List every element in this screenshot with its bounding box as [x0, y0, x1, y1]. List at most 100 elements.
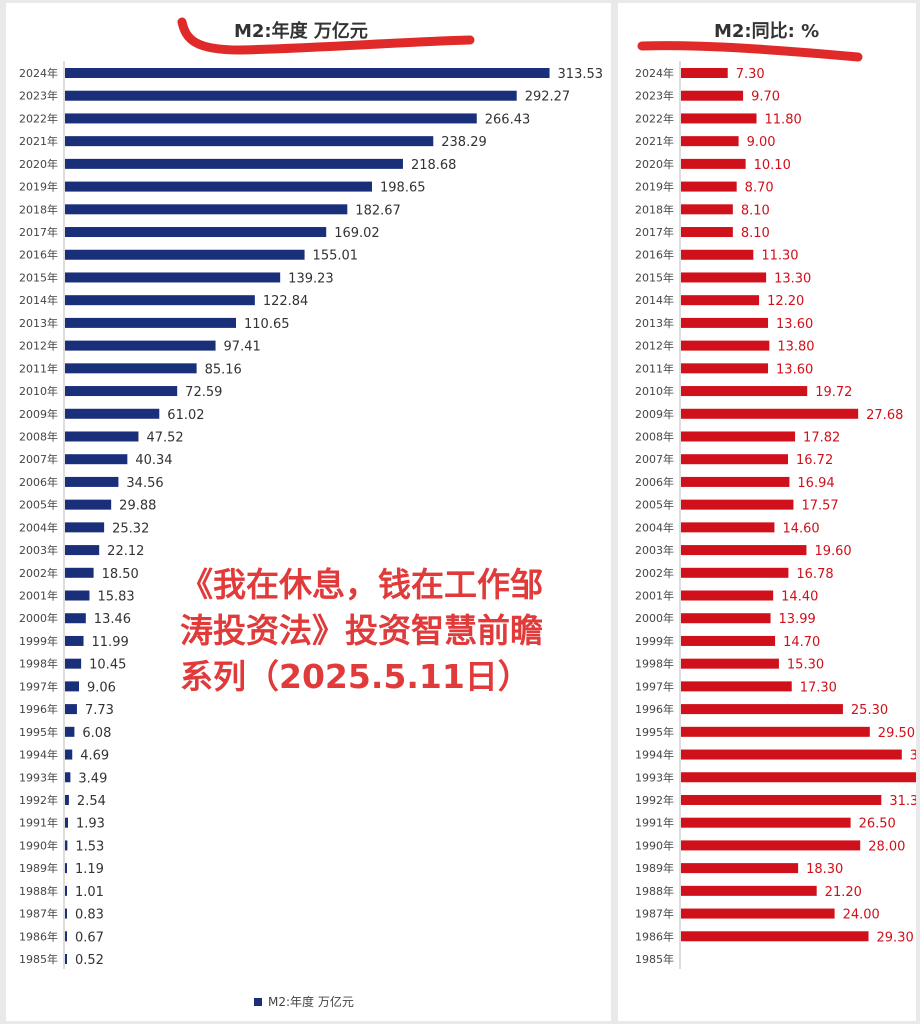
- data-label: 182.67: [355, 203, 401, 218]
- y-tick-label: 1994年: [635, 748, 674, 762]
- y-tick-label: 2005年: [19, 498, 58, 512]
- bar: [681, 113, 757, 124]
- y-tick-label: 1997年: [19, 679, 58, 693]
- bar: [65, 227, 327, 238]
- bar: [681, 635, 776, 646]
- y-tick-label: 2016年: [19, 248, 58, 262]
- bar: [681, 181, 737, 192]
- data-label: 16.72: [796, 453, 833, 468]
- overlay-line-1: 《我在休息，钱在工作邹: [180, 565, 543, 604]
- bar: [681, 749, 902, 760]
- data-label: 16.78: [796, 567, 833, 582]
- legend-label: M2:年度 万亿元: [268, 995, 354, 1009]
- bar: [65, 363, 197, 374]
- data-label: 31.30: [889, 794, 916, 809]
- data-label: 10.10: [754, 158, 791, 173]
- bar: [681, 908, 835, 919]
- bar: [65, 272, 281, 283]
- bar: [65, 613, 86, 624]
- y-tick-label: 2006年: [19, 475, 58, 489]
- bar: [681, 386, 808, 397]
- bar: [681, 840, 861, 851]
- y-tick-label: 2000年: [19, 611, 58, 625]
- overlay-caption: 《我在休息，钱在工作邹 涛投资法》投资智慧前瞻 系列（2025.5.11日）: [180, 562, 620, 700]
- data-label: 18.30: [806, 862, 843, 877]
- bar: [65, 68, 550, 78]
- data-label: 14.40: [781, 590, 818, 605]
- bar: [681, 476, 790, 487]
- bar: [681, 158, 746, 169]
- y-tick-label: 2009年: [19, 407, 58, 421]
- data-label: 0.83: [75, 908, 104, 923]
- data-label: 72.59: [185, 385, 222, 400]
- y-tick-label: 2010年: [19, 384, 58, 398]
- y-tick-label: 1999年: [635, 634, 674, 648]
- bar: [65, 522, 105, 533]
- y-tick-label: 2012年: [635, 339, 674, 353]
- bar: [65, 885, 67, 896]
- data-label: 61.02: [167, 408, 204, 423]
- y-tick-label: 2003年: [19, 543, 58, 557]
- data-label: 292.27: [525, 90, 571, 105]
- bar: [681, 658, 779, 669]
- y-tick-label: 1988年: [19, 884, 58, 898]
- y-tick-label: 1991年: [635, 816, 674, 830]
- y-tick-label: 2007年: [635, 452, 674, 466]
- bar: [681, 545, 807, 556]
- y-tick-label: 2004年: [19, 520, 58, 534]
- y-tick-label: 2006年: [635, 475, 674, 489]
- data-label: 1.93: [76, 817, 105, 832]
- bar: [65, 317, 237, 328]
- data-label: 11.30: [761, 249, 798, 264]
- data-label: 17.82: [803, 430, 840, 445]
- bar: [681, 68, 728, 78]
- y-tick-label: 2021年: [635, 134, 674, 148]
- bar: [65, 840, 68, 851]
- y-tick-label: 2015年: [635, 270, 674, 284]
- bar: [65, 408, 160, 419]
- y-tick-label: 1988年: [635, 884, 674, 898]
- data-label: 13.80: [777, 340, 814, 355]
- bar: [681, 363, 769, 374]
- data-label: 8.10: [741, 226, 770, 241]
- bar: [65, 704, 77, 715]
- bar: [65, 90, 517, 101]
- data-label: 27.68: [866, 408, 903, 423]
- data-label: 4.69: [80, 749, 109, 764]
- bar: [65, 204, 348, 215]
- y-tick-label: 1996年: [19, 702, 58, 716]
- data-label: 9.70: [751, 90, 780, 105]
- bar: [681, 590, 774, 601]
- y-tick-label: 2023年: [635, 89, 674, 103]
- y-tick-label: 2013年: [19, 316, 58, 330]
- y-tick-label: 1998年: [19, 657, 58, 671]
- data-label: 266.43: [485, 112, 531, 127]
- bar: [681, 454, 789, 465]
- data-label: 22.12: [107, 544, 144, 559]
- y-tick-label: 2022年: [19, 111, 58, 125]
- data-label: 19.60: [814, 544, 851, 559]
- bar: [65, 794, 69, 805]
- data-label: 29.88: [119, 499, 156, 514]
- bar: [65, 545, 100, 556]
- y-tick-label: 2016年: [635, 248, 674, 262]
- y-tick-label: 2007年: [19, 452, 58, 466]
- bar: [681, 90, 744, 101]
- bar: [65, 772, 71, 783]
- data-label: 25.30: [851, 703, 888, 718]
- data-label: 10.45: [89, 658, 126, 673]
- data-label: 14.70: [783, 635, 820, 650]
- bar: [681, 204, 733, 215]
- data-label: 29.50: [878, 726, 915, 741]
- bar: [65, 635, 84, 646]
- data-label: 110.65: [244, 317, 290, 332]
- y-tick-label: 1993年: [635, 770, 674, 784]
- y-tick-label: 1991年: [19, 816, 58, 830]
- y-tick-label: 2010年: [635, 384, 674, 398]
- bar: [65, 340, 216, 351]
- data-label: 139.23: [288, 271, 334, 286]
- y-tick-label: 1999年: [19, 634, 58, 648]
- y-tick-label: 2003年: [635, 543, 674, 557]
- y-tick-label: 2008年: [635, 429, 674, 443]
- y-tick-label: 2017年: [19, 225, 58, 239]
